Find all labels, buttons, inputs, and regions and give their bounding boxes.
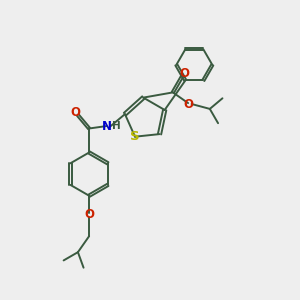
Text: O: O	[179, 67, 189, 80]
Text: S: S	[130, 130, 140, 143]
Text: O: O	[70, 106, 80, 119]
Text: O: O	[84, 208, 94, 221]
Text: O: O	[183, 98, 193, 111]
Text: N: N	[101, 120, 111, 133]
Text: H: H	[112, 121, 120, 131]
